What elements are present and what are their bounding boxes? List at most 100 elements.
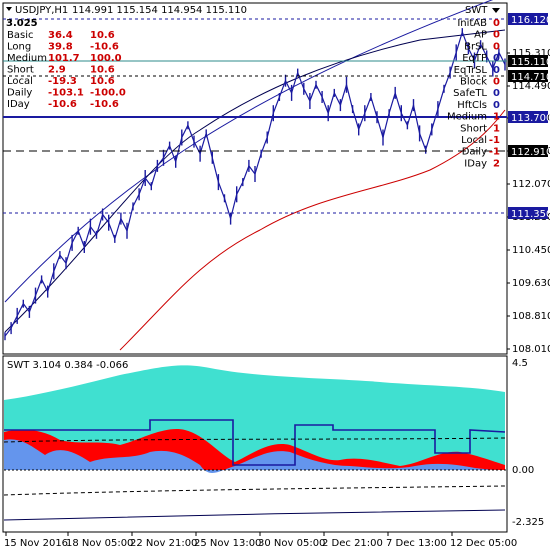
status-value: 0 xyxy=(493,30,500,41)
stats-row-value-a: -103.1 xyxy=(48,88,84,99)
stats-row-name: Local xyxy=(7,76,33,87)
stats-row-value-b: 10.6 xyxy=(90,65,115,76)
status-label: Block xyxy=(460,77,487,88)
time-label: 2 Dec 21:00 xyxy=(322,538,383,549)
price-tag: 116.120 xyxy=(511,15,550,26)
time-label: 12 Dec 05:00 xyxy=(450,538,517,549)
price-label: 110.450 xyxy=(512,245,550,256)
sub-lower-dashed-line xyxy=(3,485,506,496)
moving-average-fast xyxy=(4,29,506,333)
price-series-line xyxy=(4,30,506,337)
price-tag-bg xyxy=(508,111,548,123)
stats-row-value-a: 36.4 xyxy=(48,30,73,41)
time-label: 18 Nov 05:00 xyxy=(66,538,133,549)
stats-row-name: Basic xyxy=(7,30,33,41)
stats-row-value-b: 10.6 xyxy=(90,76,115,87)
dropdown-arrow-icon[interactable] xyxy=(492,8,500,13)
sub-axis-label: -2.325 xyxy=(512,517,544,528)
status-value: 1 xyxy=(493,112,500,123)
stats-row-value-a: 101.7 xyxy=(48,53,80,64)
status-label: InitAB xyxy=(457,18,487,29)
price-label: 108.010 xyxy=(512,344,550,355)
time-label: 30 Nov 05:00 xyxy=(258,538,325,549)
price-axis: 115.310114.490113.670112.850112.070111.2… xyxy=(507,13,550,355)
time-label: 22 Nov 21:00 xyxy=(130,538,197,549)
status-label: Short xyxy=(460,123,487,134)
ohlc-label: 114.991 115.154 114.954 115.110 xyxy=(72,5,247,16)
status-value: -1 xyxy=(489,147,500,158)
stats-row-value-b: -10.6 xyxy=(90,99,119,110)
stats-row-name: Daily xyxy=(7,88,32,99)
stats-row-value-b: 100.0 xyxy=(90,53,122,64)
status-value: 0 xyxy=(493,100,500,111)
stats-table: Basic 36.4 10.6 Long 39.8 -10.6 Medium 101.7 100… xyxy=(7,30,126,110)
stats-row-value-b: -10.6 xyxy=(90,42,119,53)
time-label: 15 Nov 2016 xyxy=(4,538,68,549)
sub-axis-label: 0.00 xyxy=(512,465,534,476)
stats-row-name: Medium xyxy=(7,53,47,64)
price-tag: 114.710 xyxy=(511,72,550,83)
status-value: -1 xyxy=(489,135,500,146)
status-label: AP xyxy=(474,30,487,41)
price-tag: 115.110 xyxy=(511,57,550,68)
main-chart-layer xyxy=(4,0,506,351)
stats-row-name: IDay xyxy=(7,99,30,110)
price-label: 112.070 xyxy=(512,179,550,190)
channel-upper-line xyxy=(4,0,494,303)
stats-row-name: Long xyxy=(7,42,31,53)
collapse-arrow-icon[interactable] xyxy=(6,7,12,11)
sub-window-axis: 4.5 0.00 -2.325 xyxy=(512,358,544,528)
sub-upper-dashed-line xyxy=(3,437,506,443)
stats-row-value-a: 2.9 xyxy=(48,65,66,76)
status-value: 0 xyxy=(493,18,500,29)
stats-row-value-a: -19.3 xyxy=(48,76,77,87)
status-value: 0 xyxy=(493,65,500,76)
price-label: 109.630 xyxy=(512,278,550,289)
status-value: 0 xyxy=(493,77,500,88)
price-tag-bg xyxy=(508,207,548,219)
price-tag-bg xyxy=(508,55,548,67)
price-tag-bg xyxy=(508,70,548,82)
swt-tag: SWT xyxy=(465,5,488,16)
blue-area xyxy=(4,439,505,473)
status-label: Medium xyxy=(447,112,487,123)
price-label: 115.310 xyxy=(512,48,550,59)
sub-step-line xyxy=(4,419,506,466)
stats-row-name: Short xyxy=(7,65,34,76)
time-label: 25 Nov 13:00 xyxy=(194,538,261,549)
sub-window-title: SWT 3.104 0.384 -0.066 xyxy=(7,360,128,371)
sub-lower-curve xyxy=(3,509,506,521)
status-value: 0 xyxy=(493,88,500,99)
status-label: EqTP xyxy=(462,53,487,64)
status-label: IDay xyxy=(464,158,487,169)
price-tag-bg xyxy=(508,13,548,25)
turquoise-band xyxy=(4,365,505,430)
symbol-label: USDJPY,H1 xyxy=(15,5,68,16)
price-label: 114.490 xyxy=(512,81,550,92)
price-tag: 113.700 xyxy=(511,113,550,124)
stats-row-value-b: 10.6 xyxy=(90,30,115,41)
indicator-value: 3.025 xyxy=(6,18,38,29)
status-label: BrSL xyxy=(464,41,487,52)
status-value: 1 xyxy=(493,123,500,134)
status-label: HftCls xyxy=(457,100,487,111)
sub-axis-label: 4.5 xyxy=(512,358,528,369)
price-label: 108.810 xyxy=(512,311,550,322)
status-value: 0 xyxy=(493,53,500,64)
status-label: Daily xyxy=(462,147,487,158)
price-tag: 112.910 xyxy=(511,147,550,158)
right-status-panel: InitAB 0 AP 0 BrSL 0 EqTP 0 EqTrSL 0 Block 0 SafeTL 0… xyxy=(447,18,500,169)
stats-row-value-a: -10.6 xyxy=(48,99,77,110)
price-tag-bg xyxy=(508,145,548,157)
price-tag: 111.350 xyxy=(511,209,550,220)
status-label: SafeTL xyxy=(453,88,487,99)
time-label: 7 Dec 13:00 xyxy=(386,538,447,549)
status-value: 2 xyxy=(493,158,500,169)
sub-window-layer xyxy=(3,365,507,521)
status-label: Local xyxy=(461,135,487,146)
status-value: 0 xyxy=(493,41,500,52)
stats-row-value-a: 39.8 xyxy=(48,42,73,53)
stats-row-value-b: -100.0 xyxy=(90,88,126,99)
